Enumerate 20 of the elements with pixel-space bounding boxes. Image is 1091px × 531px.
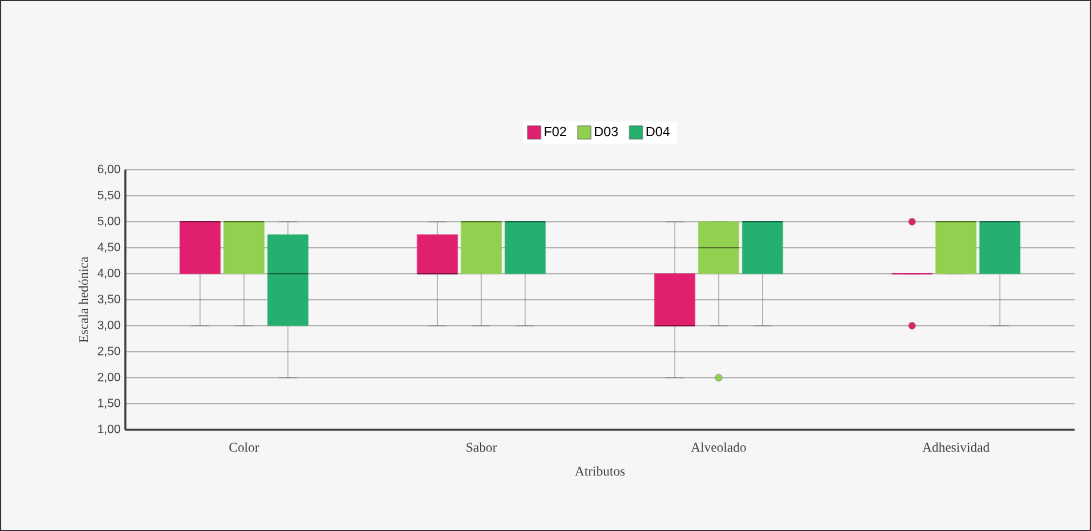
y-tick-label: 2,50 <box>97 346 121 357</box>
y-tick-label: 6,00 <box>97 164 121 175</box>
y-tick-label: 3,00 <box>97 320 121 331</box>
y-tick-label: 1,00 <box>98 424 121 435</box>
x-tick-label: Sabor <box>466 442 497 452</box>
y-tick-label: 1,50 <box>98 398 121 409</box>
y-axis-title: Escala hedónica <box>78 256 89 343</box>
x-tick-label: Color <box>229 442 260 452</box>
x-axis-title: Atributos <box>574 466 625 476</box>
legend-label: D04 <box>646 126 670 137</box>
x-tick-label: Alveolado <box>690 442 746 452</box>
legend-label: D03 <box>595 126 618 137</box>
y-tick-label: 4,50 <box>97 242 121 253</box>
x-tick-label: Adhesividad <box>922 442 990 452</box>
y-tick-label: 5,00 <box>97 216 121 227</box>
y-tick-label: 2,00 <box>97 372 121 383</box>
y-tick-label: 3,50 <box>97 294 121 305</box>
y-tick-label: 4,00 <box>97 268 121 279</box>
legend-label: F02 <box>544 126 567 137</box>
y-tick-label: 5,50 <box>97 190 121 201</box>
